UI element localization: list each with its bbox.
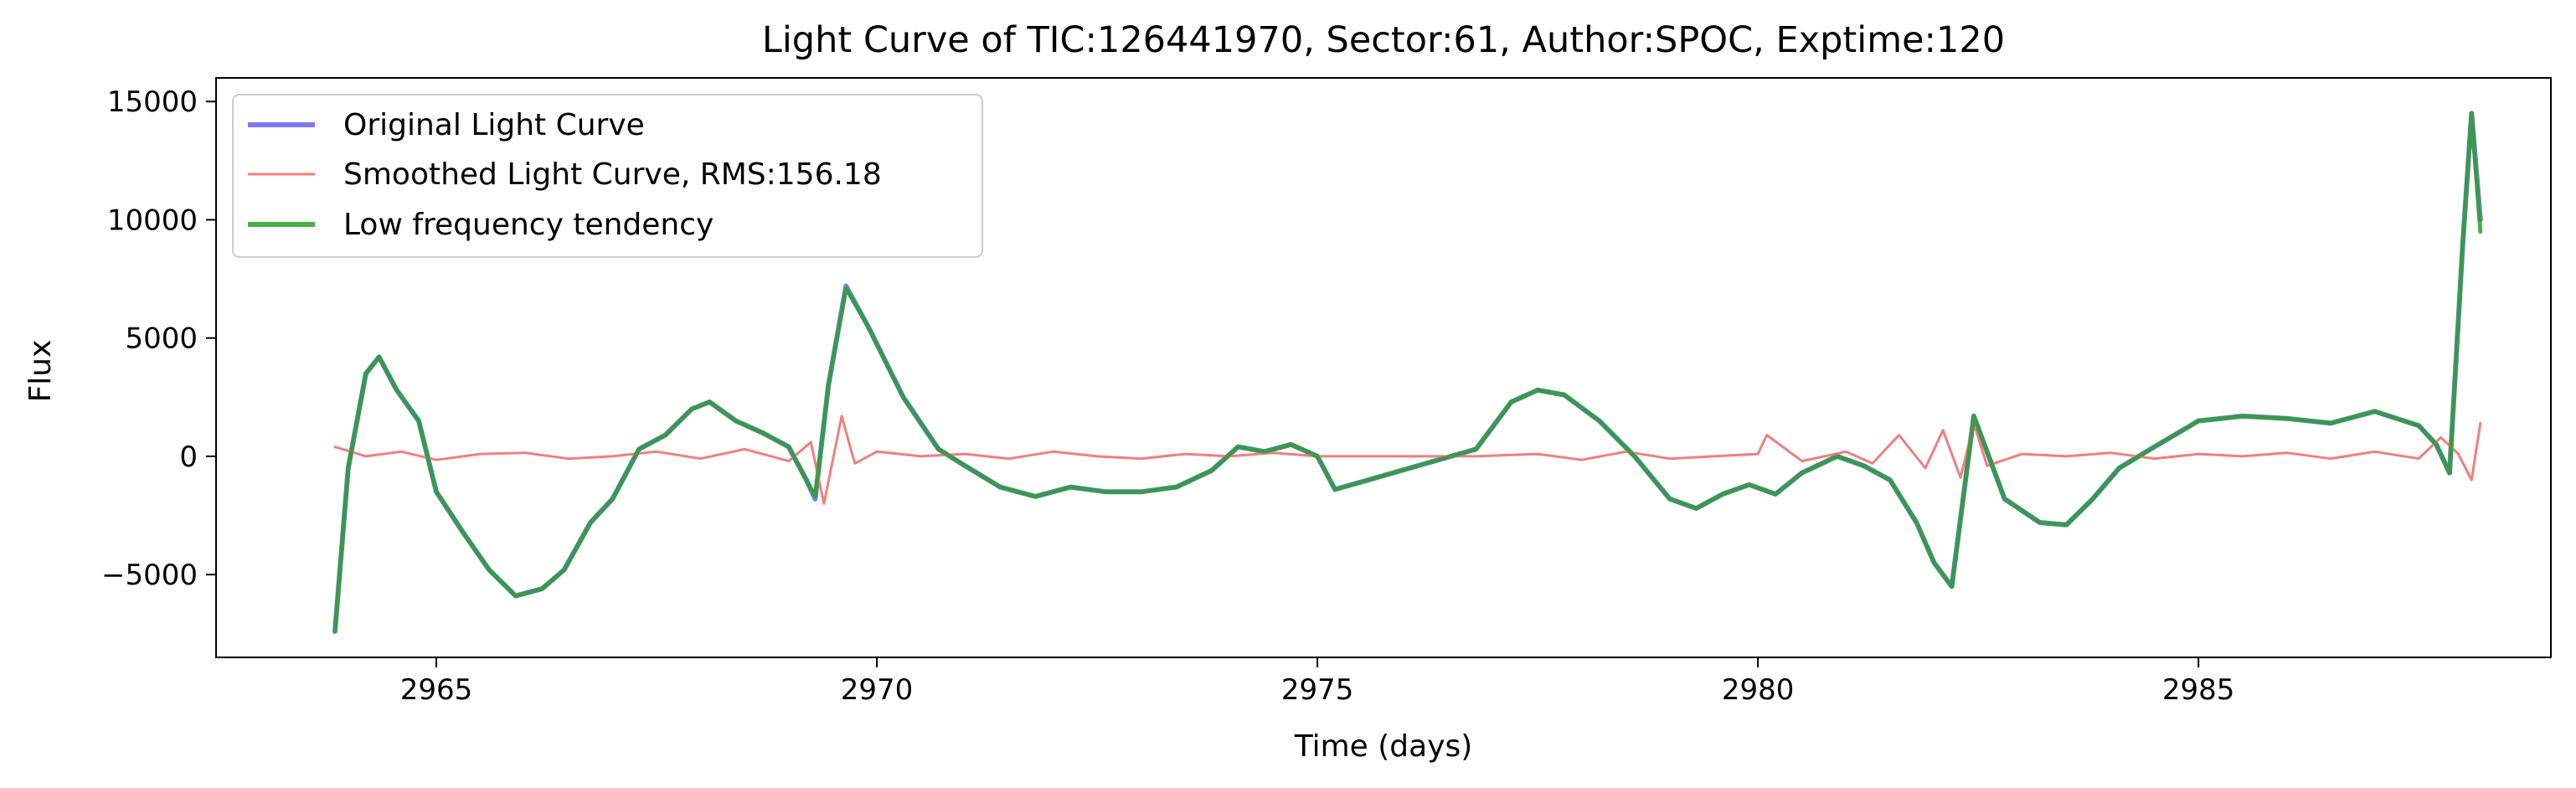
x-tick-label: 2975 — [1281, 673, 1354, 707]
x-tick-label: 2985 — [2162, 673, 2235, 707]
y-tick-label: 15000 — [107, 85, 198, 119]
legend: Original Light Curve Smoothed Light Curv… — [232, 94, 983, 258]
series-line-smoothed — [333, 415, 2482, 505]
y-tick-label: −5000 — [101, 559, 198, 592]
y-tick-label: 10000 — [107, 203, 198, 237]
x-tick-label: 2970 — [841, 673, 914, 707]
y-tick-label: 0 — [179, 440, 198, 474]
series-layer — [332, 111, 2483, 634]
legend-label-smoothed: Smoothed Light Curve, RMS:156.18 — [343, 157, 882, 192]
chart-title: Light Curve of TIC:126441970, Sector:61,… — [762, 19, 2005, 61]
legend-label-original: Original Light Curve — [343, 108, 645, 142]
y-axis-label: Flux — [23, 340, 58, 403]
axes-frame — [215, 77, 2552, 658]
series-line-tendency — [332, 111, 2483, 634]
x-tick-label: 2980 — [1722, 673, 1795, 707]
x-tick-label: 2965 — [400, 673, 473, 707]
x-axis-label: Time (days) — [1294, 729, 1473, 764]
tick-layer: 2965 2970 2975 2980 2985 −5000 0 5000 10000 15000 — [101, 85, 2234, 707]
y-tick-label: 5000 — [125, 322, 198, 356]
legend-frame — [232, 94, 983, 258]
legend-label-tendency: Low frequency tendency — [343, 208, 714, 242]
